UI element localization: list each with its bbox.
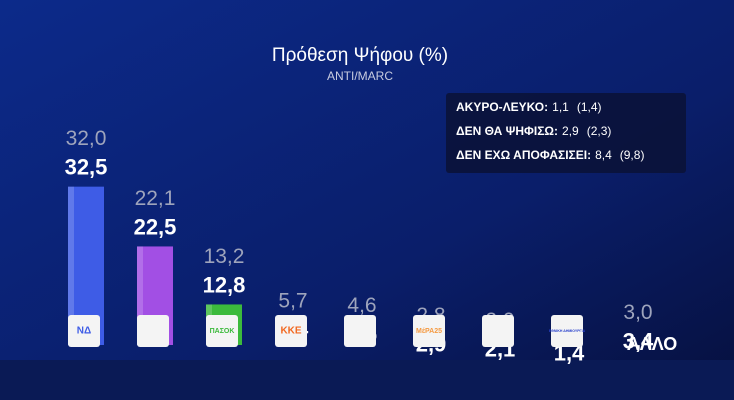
party-logo <box>482 315 514 347</box>
party-logo <box>275 315 307 347</box>
party-label: ΑΛΛΟ <box>627 334 678 354</box>
party-logo <box>551 315 583 347</box>
note: ΔΕΝ ΘΑ ΨΗΦΙΣΩ: 2,9 (2,3) <box>456 124 611 138</box>
chart-subtitle: ANTI/MARC <box>327 69 393 83</box>
party-label: ΚΚΕ <box>280 326 301 337</box>
note: ΑΚΥΡΟ-ΛΕΥΚΟ: 1,1 (1,4) <box>456 100 602 114</box>
value-label: 3,4 <box>623 328 654 353</box>
party-logo <box>344 315 376 347</box>
previous-value-label: 22,1 <box>135 187 176 210</box>
note-value: 8,4 <box>595 148 612 162</box>
bar-shine <box>68 186 74 345</box>
note-previous: (2,3) <box>587 124 612 138</box>
party-logo <box>413 315 445 347</box>
value-label: 22,5 <box>134 214 177 239</box>
note-previous: (1,4) <box>577 100 602 114</box>
party-logo <box>137 315 169 347</box>
party-label: ΜέΡΑ25 <box>416 328 442 335</box>
note-value: 1,1 <box>552 100 569 114</box>
note-value: 2,9 <box>562 124 579 138</box>
party-label: ΕΘΝΙΚΗ ΔΗΜΙΟΥΡΓΙΑ <box>549 329 586 333</box>
previous-value-label: 3,0 <box>623 301 652 324</box>
value-label: 32,5 <box>65 154 108 179</box>
party-label: ΝΔ <box>77 326 91 337</box>
party-logo <box>68 315 100 347</box>
party-logo <box>206 315 238 347</box>
note: ΔΕΝ ΕΧΩ ΑΠΟΦΑΣΙΣΕΙ: 8,4 (9,8) <box>456 148 644 162</box>
previous-value-label: 4,6 <box>347 294 376 317</box>
previous-value-label: 32,0 <box>66 127 107 150</box>
previous-value-label: 5,7 <box>278 289 307 312</box>
note-label: ΔΕΝ ΕΧΩ ΑΠΟΦΑΣΙΣΕΙ: <box>456 148 591 162</box>
floor <box>0 360 734 400</box>
party-label: ΠΑΣΟΚ <box>210 328 235 335</box>
notes-box <box>446 93 686 173</box>
value-label: 12,8 <box>203 272 246 297</box>
note-label: ΑΚΥΡΟ-ΛΕΥΚΟ: <box>456 100 548 114</box>
chart-title: Πρόθεση Ψήφου (%) <box>272 45 448 66</box>
note-label: ΔΕΝ ΘΑ ΨΗΦΙΣΩ: <box>456 124 558 138</box>
previous-value-label: 13,2 <box>204 245 245 268</box>
note-previous: (9,8) <box>620 148 645 162</box>
bar-shine <box>137 246 143 345</box>
